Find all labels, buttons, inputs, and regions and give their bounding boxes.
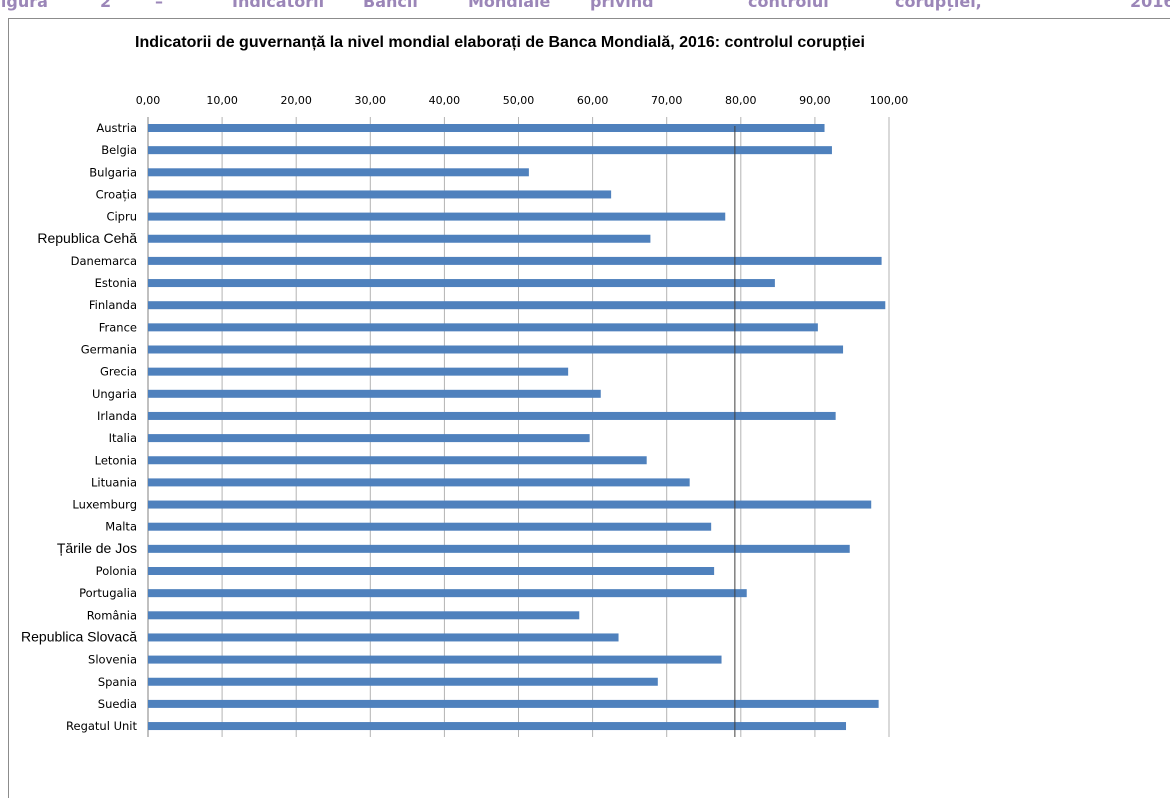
x-tick-label: 20,00 — [280, 94, 312, 107]
category-label: Lituania — [91, 475, 137, 489]
category-label: Spania — [98, 675, 137, 689]
bar-italia — [148, 434, 590, 443]
bar-republica-cehă — [148, 234, 651, 243]
bar-republica-slovacă — [148, 633, 619, 642]
caption-word: – — [155, 0, 163, 11]
bar-danemarca — [148, 256, 882, 265]
bar-slovenia — [148, 655, 722, 664]
chart-title: Indicatorii de guvernanță la nivel mondi… — [135, 34, 865, 51]
bar-regatul-unit — [148, 722, 847, 731]
bar-austria — [148, 124, 825, 132]
category-label: România — [87, 608, 137, 622]
caption-word: Mondiale — [468, 0, 551, 11]
x-tick-label: 70,00 — [651, 94, 683, 107]
x-tick-label: 0,00 — [136, 94, 161, 107]
category-label: Malta — [105, 520, 137, 534]
category-label: Polonia — [96, 564, 137, 578]
category-label: Suedia — [98, 697, 137, 711]
category-label: France — [99, 320, 137, 334]
bar-belgia — [148, 146, 832, 155]
category-label: Germania — [81, 343, 137, 357]
caption-word: 2016 — [1130, 0, 1170, 11]
category-label: Ungaria — [92, 387, 137, 401]
caption-word: corupției, — [895, 0, 982, 11]
category-label: Republica Slovacă — [21, 628, 137, 644]
bar-france — [148, 323, 818, 332]
x-tick-label: 80,00 — [725, 94, 757, 107]
bar-polonia — [148, 567, 715, 575]
bar-letonia — [148, 456, 647, 465]
bar-estonia — [148, 279, 775, 288]
category-label: Croația — [96, 187, 137, 201]
x-tick-label: 90,00 — [799, 94, 831, 107]
category-label: Portugalia — [79, 586, 137, 600]
x-tick-label: 50,00 — [503, 94, 535, 107]
category-label: Estonia — [95, 276, 137, 290]
category-label: Luxemburg — [72, 498, 137, 512]
x-tick-label: 30,00 — [355, 94, 387, 107]
bar-spania — [148, 677, 658, 686]
category-label: Irlanda — [97, 409, 137, 423]
bar-luxemburg — [148, 500, 872, 509]
chart-frame — [8, 18, 1170, 798]
bar-finlanda — [148, 301, 886, 310]
category-label: Bulgaria — [89, 165, 137, 179]
bar-lituania — [148, 478, 690, 487]
category-label: Italia — [109, 431, 137, 445]
category-label: Regatul Unit — [66, 719, 137, 733]
category-label: Austria — [96, 121, 137, 135]
bar-ungaria — [148, 389, 601, 398]
caption-word: Indicatorii — [232, 0, 325, 11]
bar-românia — [148, 611, 580, 620]
bar-germania — [148, 345, 844, 354]
figure-caption: Figura 2 – Indicatorii Băncii Mondiale privind… — [0, 0, 1170, 12]
caption-word: privind — [590, 0, 654, 11]
category-label: Danemarca — [71, 254, 137, 268]
category-label: Cipru — [106, 210, 137, 224]
bar-bulgaria — [148, 168, 529, 177]
caption-word: controlul — [748, 0, 829, 11]
category-label: Slovenia — [88, 653, 137, 667]
caption-word: Figura — [0, 0, 48, 11]
x-tick-label: 10,00 — [206, 94, 238, 107]
caption-word: 2 — [100, 0, 112, 11]
x-tick-label: 40,00 — [429, 94, 461, 107]
category-label: Finlanda — [89, 298, 137, 312]
caption-word: Băncii — [363, 0, 418, 11]
bar-cipru — [148, 212, 726, 221]
category-label: Belgia — [101, 143, 137, 157]
category-label: Republica Cehă — [37, 230, 137, 246]
category-label: Grecia — [100, 365, 137, 379]
category-label: Letonia — [95, 453, 137, 467]
x-tick-label: 100,00 — [870, 94, 909, 107]
bar-grecia — [148, 367, 569, 376]
bar-suedia — [148, 699, 879, 708]
bar-malta — [148, 522, 712, 531]
bar-țările-de-jos — [148, 544, 850, 553]
category-label: Țările de Jos — [57, 540, 137, 556]
bar-portugalia — [148, 589, 747, 598]
x-tick-label: 60,00 — [577, 94, 609, 107]
bar-croația — [148, 190, 612, 199]
bar-irlanda — [148, 411, 836, 420]
